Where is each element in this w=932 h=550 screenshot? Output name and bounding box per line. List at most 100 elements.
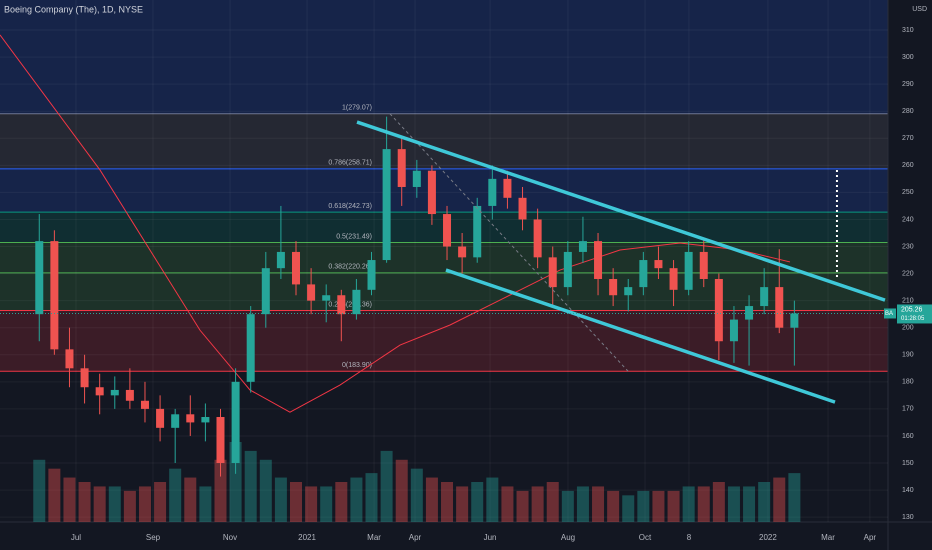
candle-body: [503, 178, 512, 198]
y-tick-label: 280: [902, 108, 914, 115]
candle-body: [488, 178, 497, 206]
candle-body: [790, 313, 799, 328]
volume-bar: [712, 482, 725, 522]
volume-bar: [743, 486, 756, 522]
chart-title: Boeing Company (The), 1D, NYSE: [4, 4, 143, 14]
candle-body: [427, 170, 436, 215]
volume-bar: [546, 482, 559, 522]
volume-bar: [486, 477, 499, 522]
volume-bar: [607, 490, 620, 522]
trendline: [445, 268, 836, 404]
candle-body: [201, 417, 210, 423]
x-tick-label: Mar: [367, 533, 381, 542]
last-price: 205.26: [901, 306, 923, 313]
fib-trend: [389, 113, 629, 372]
candle-body: [594, 241, 603, 279]
top-band: [0, 0, 888, 114]
x-tick-label: Nov: [223, 533, 237, 542]
candle-body: [50, 241, 59, 350]
volume-bar: [305, 486, 318, 522]
volume-bar: [637, 490, 650, 522]
volume-bar: [395, 459, 408, 522]
fib-band: [0, 310, 888, 372]
candle-body: [337, 295, 346, 315]
volume-bar: [410, 468, 423, 522]
volume-bar: [33, 459, 46, 522]
y-tick-label: 260: [902, 162, 914, 169]
candle-body: [292, 251, 300, 285]
fib-band: [0, 168, 888, 213]
y-tick-label: 290: [902, 81, 914, 88]
candle-body: [563, 251, 572, 288]
candle-body: [624, 287, 633, 296]
candle-body: [745, 306, 754, 320]
candle-body: [533, 219, 542, 258]
candle-body: [382, 149, 391, 261]
currency: USD: [912, 6, 927, 13]
volume-bar: [697, 486, 710, 522]
candle-body: [760, 287, 769, 307]
candle-body: [276, 251, 285, 269]
x-tick-label: Sep: [146, 533, 161, 542]
price-tag: [897, 304, 932, 324]
x-tick-label: Jun: [484, 533, 497, 542]
volume-bar: [199, 486, 212, 522]
candle-body: [397, 149, 406, 187]
candle-body: [261, 268, 270, 315]
volume-bar: [350, 477, 363, 522]
x-tick-label: 8: [687, 533, 692, 542]
volume-bar: [274, 477, 287, 522]
candle-body: [654, 260, 663, 269]
candle-body: [443, 214, 452, 247]
candle-body: [156, 408, 165, 428]
volume-bar: [169, 468, 182, 522]
candle-body: [231, 381, 240, 464]
volume-bar: [501, 486, 514, 522]
volume-bar: [471, 482, 484, 522]
volume-bar: [425, 477, 438, 522]
x-tick-label: 2022: [759, 533, 777, 542]
candle-body: [140, 400, 149, 409]
volume-bar: [335, 482, 348, 522]
volume-bar: [48, 468, 61, 522]
volume-bar: [667, 490, 680, 522]
fib-band: [0, 272, 888, 311]
candle-body: [95, 387, 104, 396]
y-tick-label: 190: [902, 352, 914, 359]
candle-body: [578, 241, 587, 252]
y-tick-label: 270: [902, 135, 914, 142]
x-tick-label: Oct: [639, 533, 652, 542]
candle-body: [518, 197, 527, 220]
x-tick-label: Mar: [821, 533, 835, 542]
volume-bar: [773, 477, 786, 522]
volume-bar: [123, 490, 136, 522]
volume-bar: [259, 459, 272, 522]
volume-bar: [63, 477, 76, 522]
fib-label: 0.236(206.36): [328, 301, 372, 308]
candle-body: [729, 319, 738, 342]
fib-label: 0.786(258.71): [328, 160, 372, 167]
candle-body: [307, 284, 316, 301]
volume-bar: [516, 490, 529, 522]
candle-body: [35, 241, 44, 315]
candle-body: [216, 417, 225, 464]
volume-bar: [788, 473, 801, 522]
y-tick-label: 200: [902, 325, 914, 332]
volume-bar: [456, 486, 469, 522]
y-tick-label: 210: [902, 297, 914, 304]
candle-body: [684, 251, 693, 290]
fib-label: 1(279.07): [342, 105, 372, 112]
volume-bar: [290, 482, 302, 522]
volume-bar: [682, 486, 695, 522]
x-tick-label: Jul: [71, 533, 81, 542]
candle-body: [80, 368, 89, 388]
candle-body: [775, 287, 784, 328]
candle-body: [669, 268, 678, 290]
candle-body: [548, 257, 557, 288]
y-tick-label: 140: [902, 487, 914, 494]
volume-bar: [592, 486, 605, 522]
candle-body: [639, 260, 648, 288]
fib-label: 0.5(231.49): [336, 233, 372, 240]
candle-body: [412, 170, 421, 187]
